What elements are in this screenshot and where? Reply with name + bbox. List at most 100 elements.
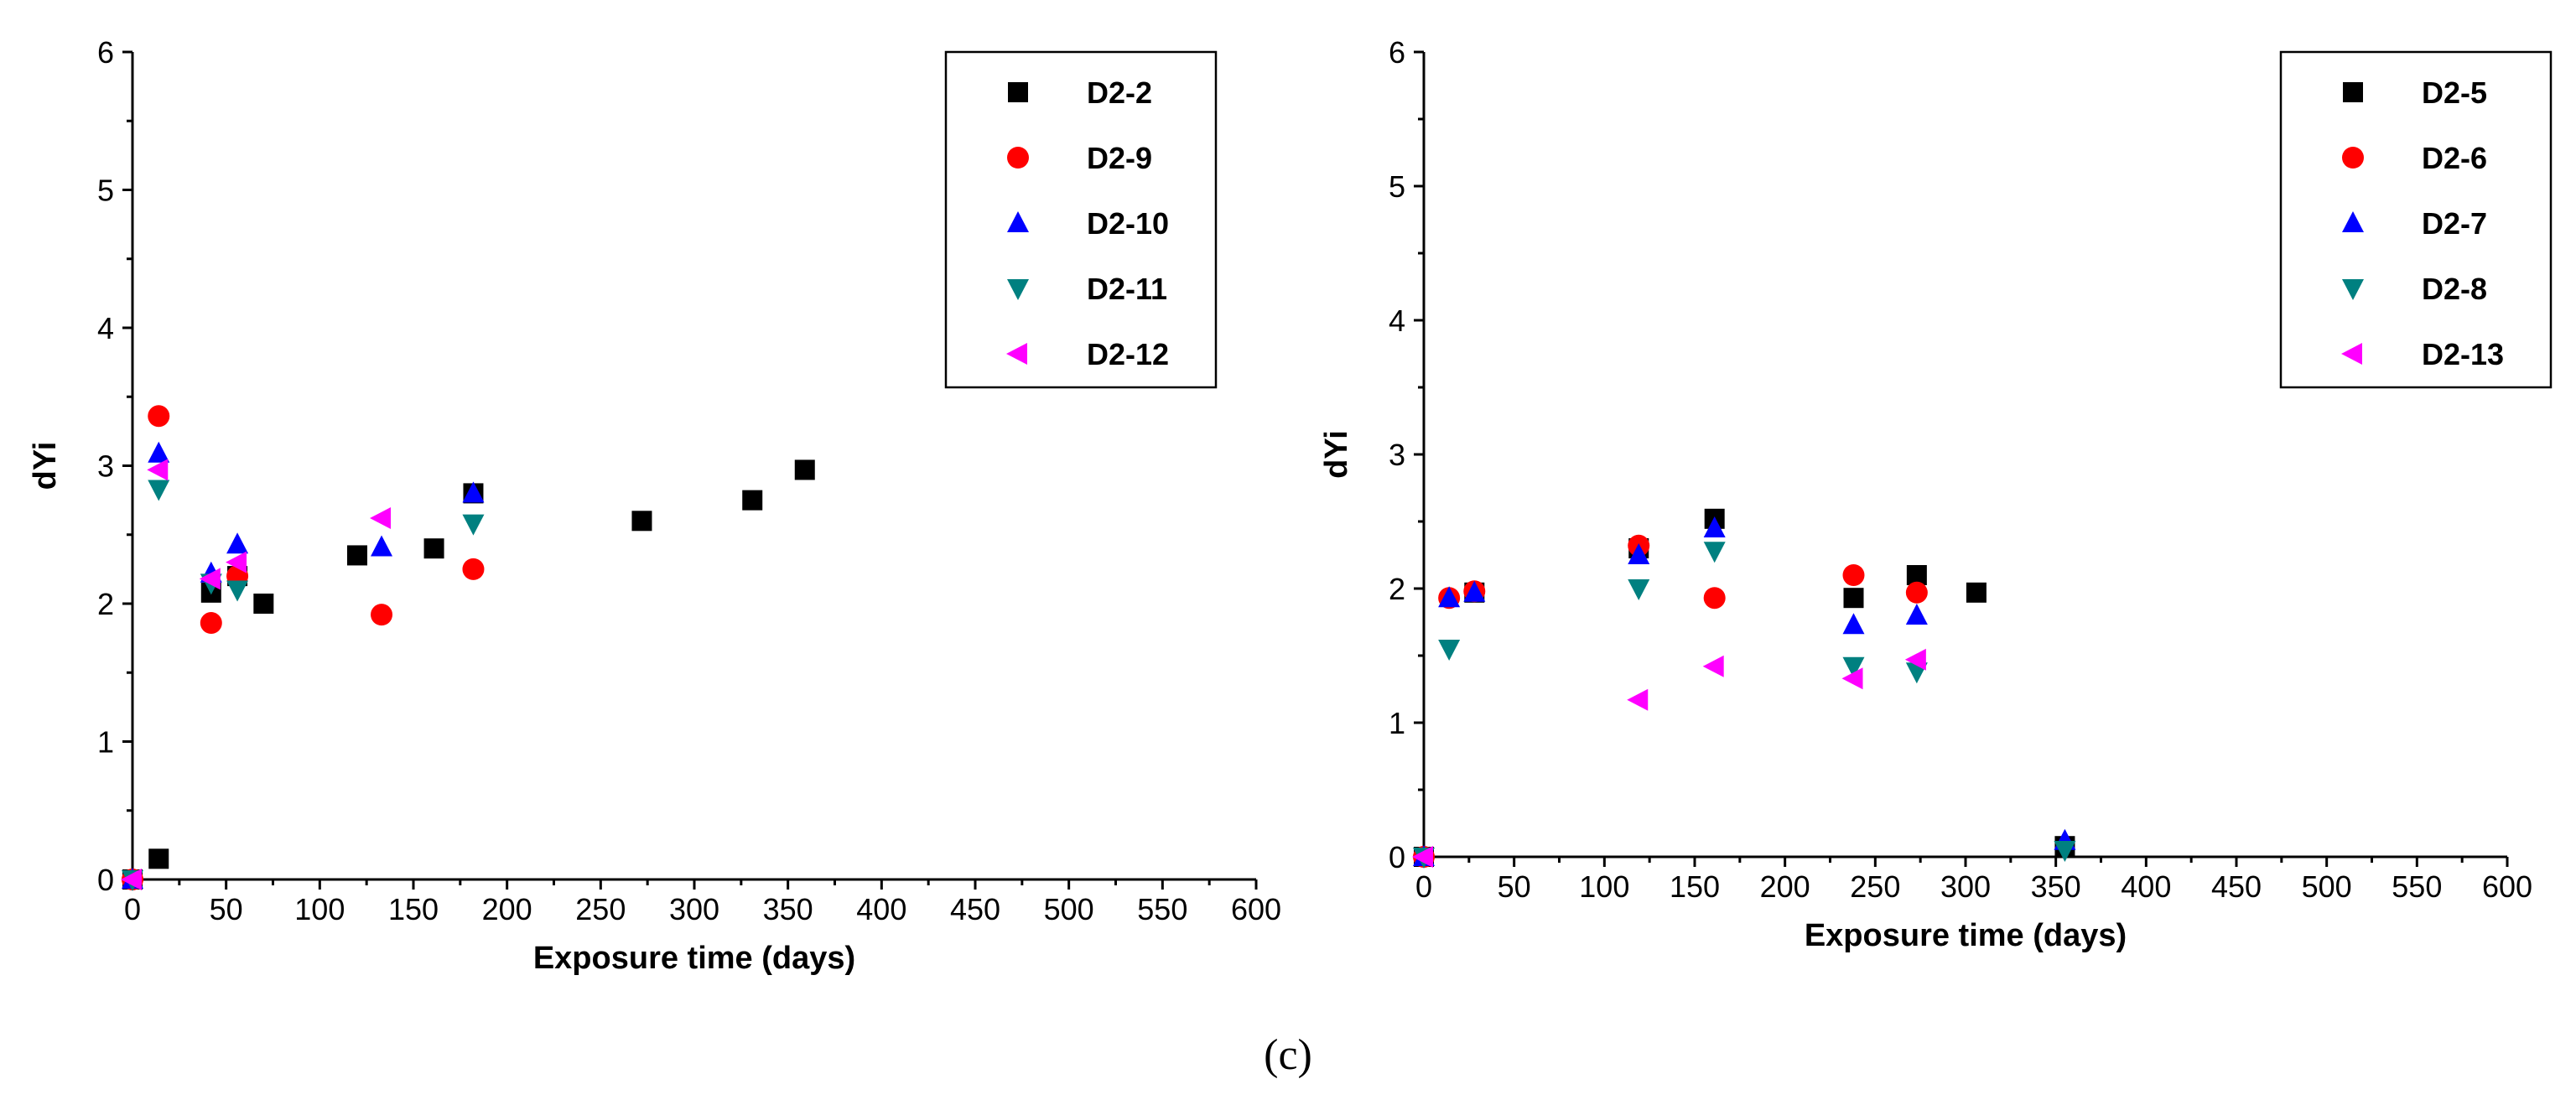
y-tick-label: 6 bbox=[97, 35, 114, 70]
legend-label: D2-8 bbox=[2422, 272, 2487, 306]
data-point bbox=[1438, 586, 1461, 608]
figure-caption: (c) bbox=[1264, 1031, 1312, 1079]
y-tick-label: 0 bbox=[1389, 840, 1405, 874]
data-point bbox=[199, 568, 221, 590]
data-point bbox=[226, 580, 249, 602]
data-point bbox=[347, 545, 367, 566]
data-point bbox=[1842, 656, 1865, 678]
data-point bbox=[148, 848, 169, 869]
y-tick-label: 1 bbox=[1389, 706, 1405, 740]
data-point bbox=[742, 490, 763, 511]
legend-label: D2-2 bbox=[1087, 75, 1152, 110]
chart-right: 0 50 100 150 200 250 300 350 400 450 500 550 600 0 1 2 3… bbox=[1319, 35, 2553, 953]
legend-marker bbox=[1006, 343, 1027, 365]
data-point bbox=[371, 535, 393, 557]
legend-box bbox=[2279, 50, 2553, 389]
data-point bbox=[148, 480, 170, 501]
x-tick-label: 100 bbox=[1579, 869, 1629, 904]
data-point bbox=[148, 405, 170, 428]
legend-label: D2-11 bbox=[1087, 272, 1167, 306]
series-D2-10 bbox=[122, 441, 485, 889]
x-tick-label: 200 bbox=[1760, 869, 1810, 904]
data-point bbox=[423, 538, 444, 559]
data-point bbox=[253, 594, 274, 614]
data-point bbox=[2054, 841, 2076, 862]
x-axis-label: Exposure time (days) bbox=[1805, 918, 2127, 953]
x-tick-label: 500 bbox=[1044, 892, 1094, 926]
data-point bbox=[1842, 613, 1865, 635]
x-tick-label: 550 bbox=[1137, 892, 1187, 926]
data-point bbox=[1627, 688, 1649, 711]
y-tick-label: 5 bbox=[97, 174, 114, 208]
data-point bbox=[1843, 588, 1864, 609]
legend-marker bbox=[1007, 279, 1029, 300]
x-tick-label: 100 bbox=[294, 892, 345, 926]
legend: D2-2 D2-9 D2-10 D2-11 D2-12 bbox=[944, 50, 1218, 389]
y-tick-label: 4 bbox=[97, 311, 114, 345]
x-tick-label: 600 bbox=[2482, 869, 2532, 904]
data-point bbox=[1842, 564, 1865, 586]
y-tick-label: 4 bbox=[1389, 303, 1405, 338]
x-tick-label: 300 bbox=[1940, 869, 1991, 904]
x-tick-label: 250 bbox=[575, 892, 626, 926]
legend-label: D2-13 bbox=[2422, 337, 2504, 371]
data-point bbox=[1703, 542, 1726, 563]
y-tick-label: 0 bbox=[97, 863, 114, 897]
y-tick-label: 5 bbox=[1389, 169, 1405, 204]
data-point bbox=[1463, 580, 1486, 602]
data-point bbox=[631, 511, 652, 532]
legend-marker bbox=[1007, 211, 1029, 232]
series-D2-12 bbox=[121, 459, 392, 890]
data-point bbox=[226, 532, 249, 554]
x-tick-label: 300 bbox=[669, 892, 719, 926]
data-point bbox=[200, 612, 222, 635]
x-tick-label: 400 bbox=[856, 892, 906, 926]
x-tick-label: 0 bbox=[1415, 869, 1432, 904]
series-D2-9 bbox=[122, 405, 485, 890]
x-tick-label: 600 bbox=[1231, 892, 1281, 926]
data-point bbox=[462, 558, 485, 580]
y-axis-label: dYi bbox=[28, 442, 63, 490]
legend-marker bbox=[1007, 147, 1029, 169]
legend-label: D2-12 bbox=[1087, 337, 1169, 371]
x-tick-label: 200 bbox=[482, 892, 532, 926]
series-D2-7 bbox=[1413, 516, 2076, 866]
legend-marker bbox=[2342, 211, 2364, 232]
data-point bbox=[462, 481, 485, 503]
data-point bbox=[1628, 543, 1650, 564]
legend-marker bbox=[1008, 82, 1028, 102]
legend-label: D2-10 bbox=[1087, 206, 1169, 241]
chart-left: 0 50 100 150 200 250 300 350 400 450 500 550 600 0 1 2 3… bbox=[28, 35, 1281, 976]
x-tick-label: 550 bbox=[2392, 869, 2442, 904]
data-point bbox=[1905, 604, 1928, 625]
data-point bbox=[147, 459, 169, 481]
data-point bbox=[1841, 667, 1863, 690]
series-D2-5 bbox=[1414, 508, 2075, 867]
legend-marker bbox=[2342, 279, 2364, 300]
y-tick-label: 1 bbox=[97, 725, 114, 760]
y-tick-label: 3 bbox=[1389, 438, 1405, 472]
x-tick-label: 150 bbox=[1670, 869, 1720, 904]
legend-marker bbox=[2341, 343, 2362, 365]
data-point bbox=[462, 514, 485, 536]
x-tick-label: 350 bbox=[2031, 869, 2081, 904]
data-point bbox=[1412, 846, 1433, 868]
data-point bbox=[1703, 587, 1726, 610]
x-tick-label: 50 bbox=[210, 892, 243, 926]
data-point bbox=[148, 441, 170, 463]
legend-label: D2-5 bbox=[2422, 75, 2487, 110]
x-tick-label: 50 bbox=[1498, 869, 1531, 904]
data-point bbox=[794, 459, 815, 480]
data-point bbox=[370, 507, 392, 530]
legend-box bbox=[944, 50, 1218, 389]
data-point bbox=[1438, 640, 1461, 661]
x-tick-label: 150 bbox=[388, 892, 439, 926]
data-point bbox=[1628, 579, 1650, 600]
data-point bbox=[1702, 655, 1724, 677]
x-tick-label: 250 bbox=[1850, 869, 1900, 904]
legend-label: D2-7 bbox=[2422, 206, 2487, 241]
x-axis-label: Exposure time (days) bbox=[533, 941, 855, 976]
series-D2-6 bbox=[1413, 534, 1928, 868]
y-tick-label: 6 bbox=[1389, 35, 1405, 70]
